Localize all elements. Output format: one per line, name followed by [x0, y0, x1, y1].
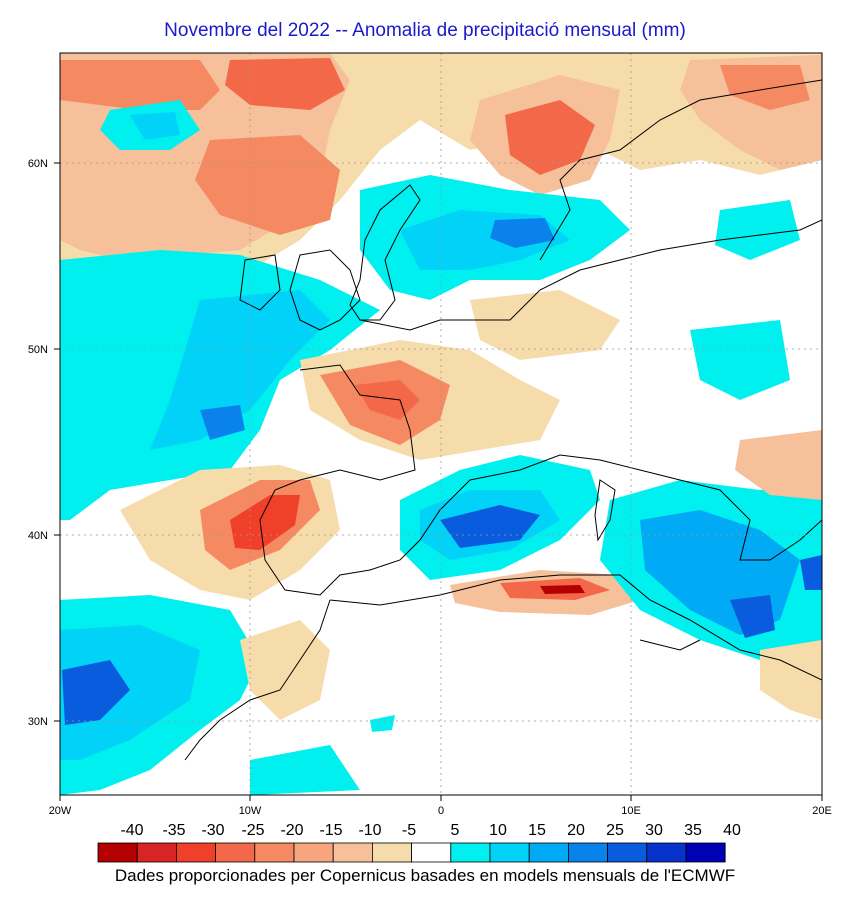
credit-text: Dades proporcionades per Copernicus basa…	[114, 866, 736, 885]
anomaly-field	[60, 53, 822, 795]
legend-swatch	[215, 842, 256, 863]
wet-anomaly-region	[130, 112, 180, 140]
lon-label: 20W	[49, 805, 72, 817]
legend-swatch	[685, 842, 726, 863]
legend-swatch	[254, 842, 295, 863]
coastline	[184, 79, 822, 761]
dry-anomaly-region	[735, 430, 822, 500]
lat-label: 60N	[28, 158, 48, 170]
lat-label: 40N	[28, 530, 48, 542]
axis-ticks	[54, 162, 823, 801]
legend-swatch	[607, 842, 648, 863]
legend-swatch	[332, 842, 373, 863]
legend-swatch	[136, 842, 177, 863]
wet-anomaly-region	[60, 625, 200, 760]
legend-swatch	[450, 842, 491, 863]
lon-label: 10E	[621, 805, 641, 817]
dry-anomaly-region	[60, 60, 220, 110]
legend-swatch	[371, 842, 412, 863]
wet-anomaly-region	[800, 555, 822, 590]
legend-swatch	[528, 842, 569, 863]
dry-anomaly-region	[470, 290, 620, 360]
legend-swatch	[411, 842, 452, 863]
graticule	[60, 53, 822, 795]
dry-anomaly-region	[195, 135, 340, 235]
legend-swatch	[293, 842, 334, 863]
legend-swatch	[646, 842, 687, 863]
color-legend	[97, 842, 726, 863]
wet-anomaly-region	[440, 505, 540, 548]
wet-anomaly-region	[250, 745, 360, 795]
lon-label: 20E	[812, 805, 832, 817]
wet-anomaly-region	[690, 320, 790, 400]
wet-anomaly-region	[715, 200, 800, 260]
wet-anomaly-region	[150, 290, 330, 450]
legend-swatch	[97, 842, 138, 863]
lat-label: 30N	[28, 716, 48, 728]
dry-anomaly-region	[540, 585, 585, 594]
dry-anomaly-region	[225, 58, 345, 110]
map-title: Novembre del 2022 -- Anomalia de precipi…	[164, 20, 686, 41]
lat-label: 50N	[28, 344, 48, 356]
legend-swatch	[489, 842, 530, 863]
dry-anomaly-region	[760, 640, 822, 720]
wet-anomaly-region	[730, 595, 775, 638]
dry-anomaly-region	[505, 100, 595, 175]
lon-label: 0	[438, 805, 444, 817]
wet-anomaly-region	[62, 660, 130, 725]
wet-anomaly-region	[370, 715, 395, 732]
legend-swatch	[175, 842, 216, 863]
legend-swatch	[568, 842, 609, 863]
lon-label: 10W	[239, 805, 262, 817]
wet-anomaly-region	[200, 405, 245, 440]
dry-anomaly-region	[720, 65, 810, 110]
wet-anomaly-region	[490, 218, 555, 248]
dry-anomaly-region	[230, 495, 300, 550]
dry-anomaly-region	[240, 620, 330, 720]
